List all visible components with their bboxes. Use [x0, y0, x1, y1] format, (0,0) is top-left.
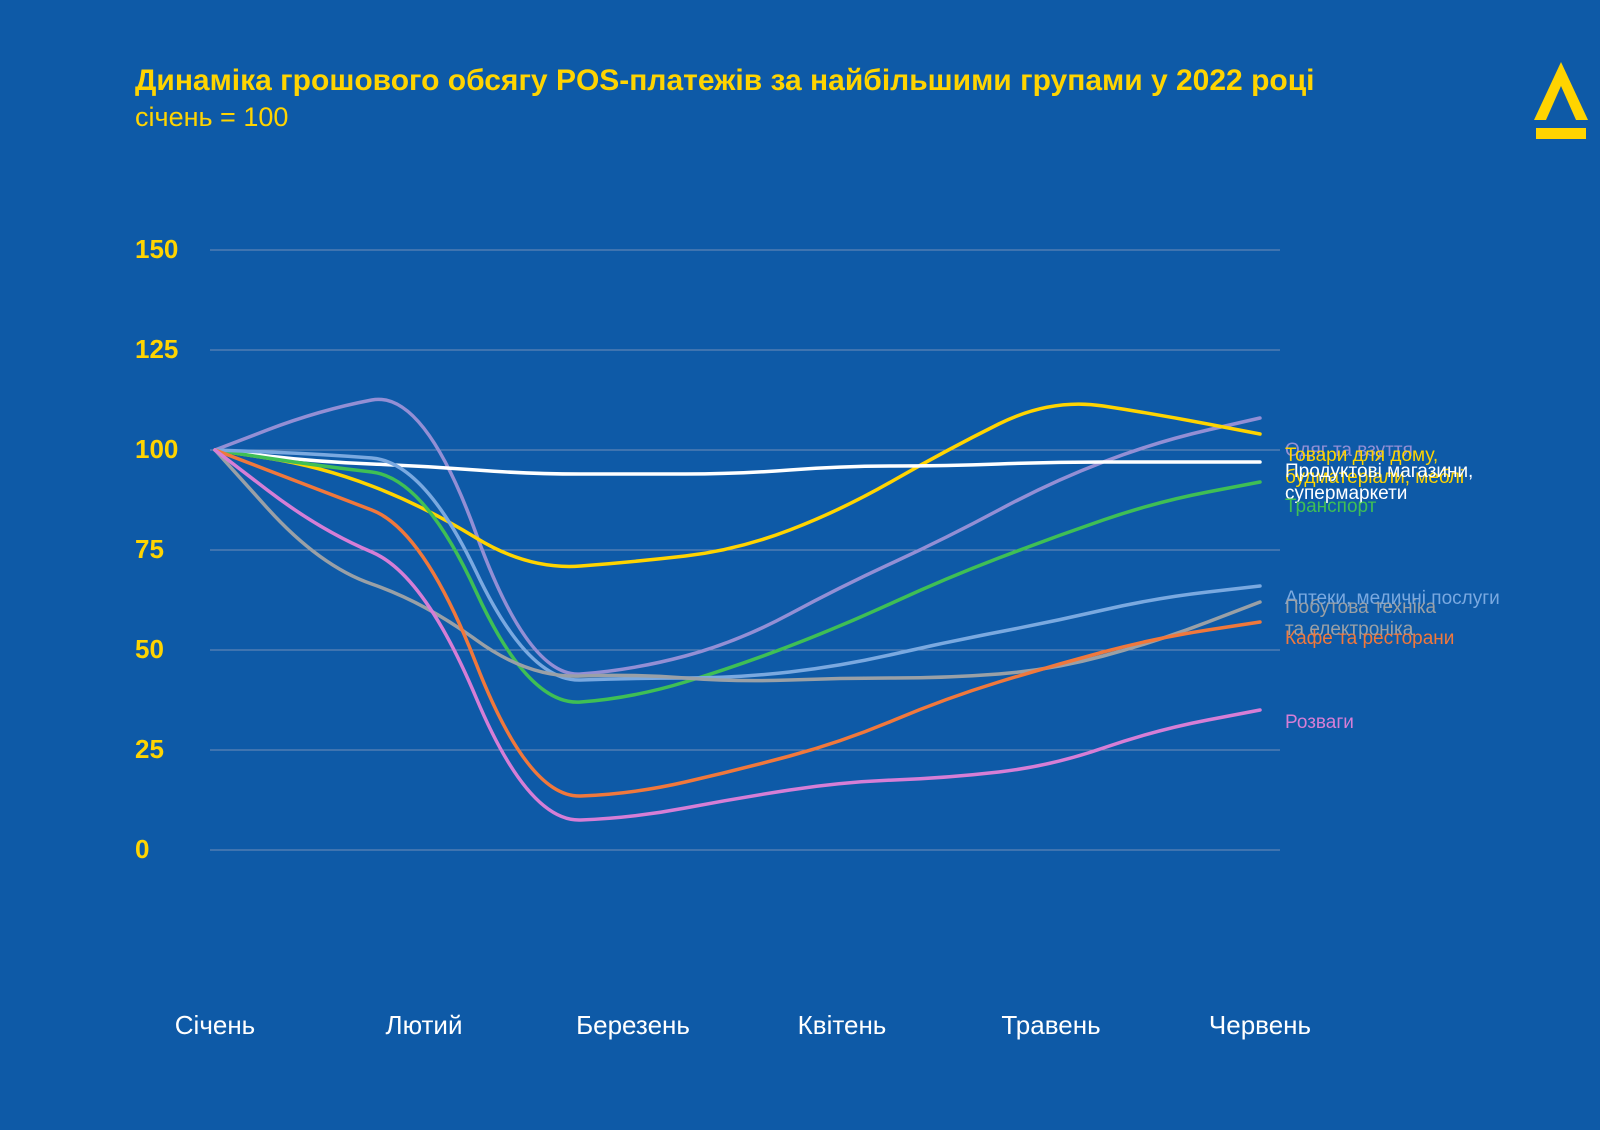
x-axis-tick-label: Квітень: [798, 1010, 887, 1041]
x-axis-tick-label: Лютий: [386, 1010, 463, 1041]
legend-label: Розваги: [1285, 712, 1354, 734]
y-axis-tick-label: 125: [135, 334, 178, 365]
line-chart: [0, 0, 1600, 1130]
y-axis-tick-label: 150: [135, 234, 178, 265]
y-axis-tick-label: 100: [135, 434, 178, 465]
y-axis-tick-label: 0: [135, 834, 149, 865]
y-axis-tick-label: 75: [135, 534, 164, 565]
series-line: [215, 404, 1260, 566]
y-axis-tick-label: 25: [135, 734, 164, 765]
series-line: [215, 450, 1260, 820]
y-axis-tick-label: 50: [135, 634, 164, 665]
legend-label: Кафе та ресторани: [1285, 628, 1454, 650]
x-axis-tick-label: Травень: [1001, 1010, 1100, 1041]
x-axis-tick-label: Березень: [576, 1010, 690, 1041]
x-axis-tick-label: Січень: [175, 1010, 255, 1041]
series-line: [215, 399, 1260, 674]
series-line: [215, 450, 1260, 796]
legend-label: Транспорт: [1285, 496, 1376, 518]
x-axis-tick-label: Червень: [1209, 1010, 1311, 1041]
